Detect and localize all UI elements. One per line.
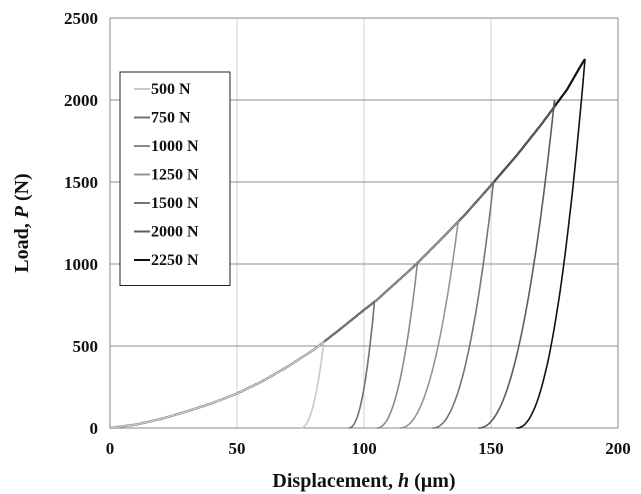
- unloading-curve-1000n: [376, 263, 419, 429]
- unloading-curves: [300, 58, 586, 429]
- legend-label: 1250 N: [151, 167, 199, 184]
- plot-frame: [109, 17, 619, 429]
- y-tick-label: 2000: [64, 91, 98, 110]
- x-axis-ticks: 0 50 100 150 200: [106, 439, 631, 458]
- legend-label: 500 N: [151, 81, 191, 98]
- x-tick-label: 100: [351, 439, 377, 458]
- legend-label: 1000 N: [151, 138, 199, 155]
- x-tick-label: 0: [106, 439, 115, 458]
- loading-curve-500n: [109, 340, 325, 429]
- x-tick-label: 50: [229, 439, 246, 458]
- y-tick-label: 0: [90, 419, 99, 438]
- unloading-curve-1250n: [399, 222, 459, 429]
- x-axis-title: Displacement, h (µm): [272, 470, 455, 492]
- y-tick-label: 1000: [64, 255, 98, 274]
- unloading-curve-2250n: [516, 58, 586, 429]
- y-tick-label: 2500: [64, 9, 98, 28]
- y-axis-title: Load, P (N): [11, 173, 33, 272]
- legend-label: 2250 N: [151, 252, 199, 269]
- loading-curve-750n: [109, 300, 376, 429]
- legend-label: 1500 N: [151, 195, 199, 212]
- unloading-curve-1500n: [432, 181, 495, 429]
- legend-box: [119, 71, 231, 286]
- legend: 500 N 750 N 1000 N 1250 N 1500 N 2000 N 2250 N: [119, 71, 231, 286]
- x-tick-label: 150: [478, 439, 504, 458]
- unloading-curve-750n: [348, 304, 375, 429]
- unloading-curve-2000n: [478, 99, 556, 429]
- loading-curves: [109, 58, 586, 430]
- unloading-curve-500n: [300, 345, 325, 429]
- x-tick-label: 200: [605, 439, 631, 458]
- y-axis-ticks: 0 500 1000 1500 2000 2500: [64, 9, 98, 438]
- y-tick-label: 500: [73, 337, 99, 356]
- legend-label: 2000 N: [151, 224, 199, 241]
- y-tick-label: 1500: [64, 173, 98, 192]
- legend-label: 750 N: [151, 110, 191, 127]
